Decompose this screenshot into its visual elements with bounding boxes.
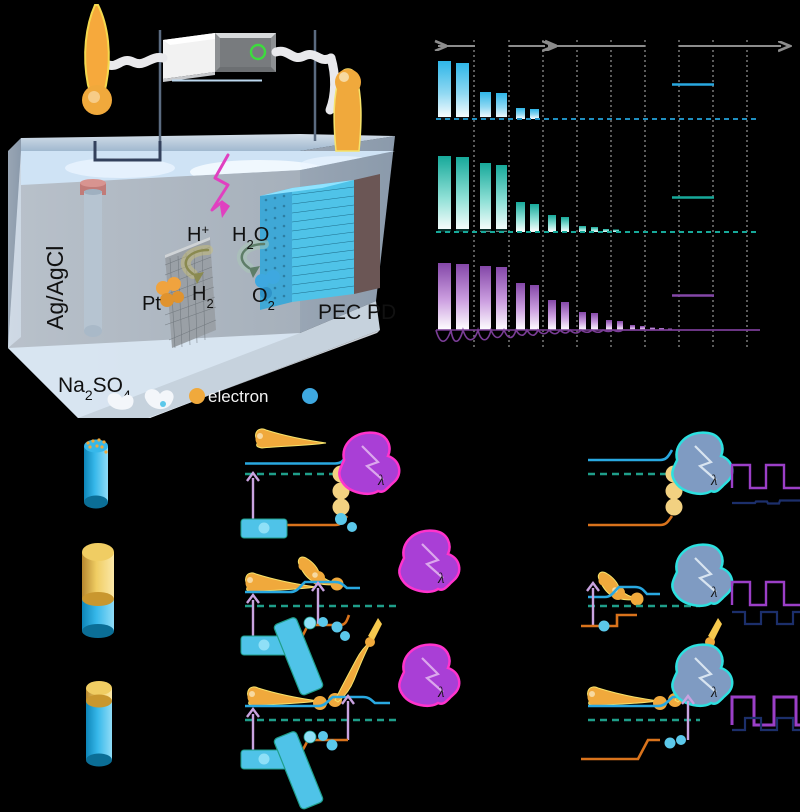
- svg-text:λ: λ: [710, 585, 718, 601]
- svg-text:Ag/AgCl: Ag/AgCl: [42, 246, 68, 330]
- svg-text:Pt: Pt: [142, 293, 161, 315]
- svg-text:λ: λ: [377, 473, 385, 489]
- svg-text:λ: λ: [710, 685, 718, 701]
- svg-text:λ: λ: [437, 571, 445, 587]
- svg-text:PEC PD: PEC PD: [318, 301, 396, 324]
- svg-text:electron: electron: [208, 387, 268, 406]
- svg-text:λ: λ: [437, 685, 445, 701]
- svg-text:λ: λ: [710, 473, 718, 489]
